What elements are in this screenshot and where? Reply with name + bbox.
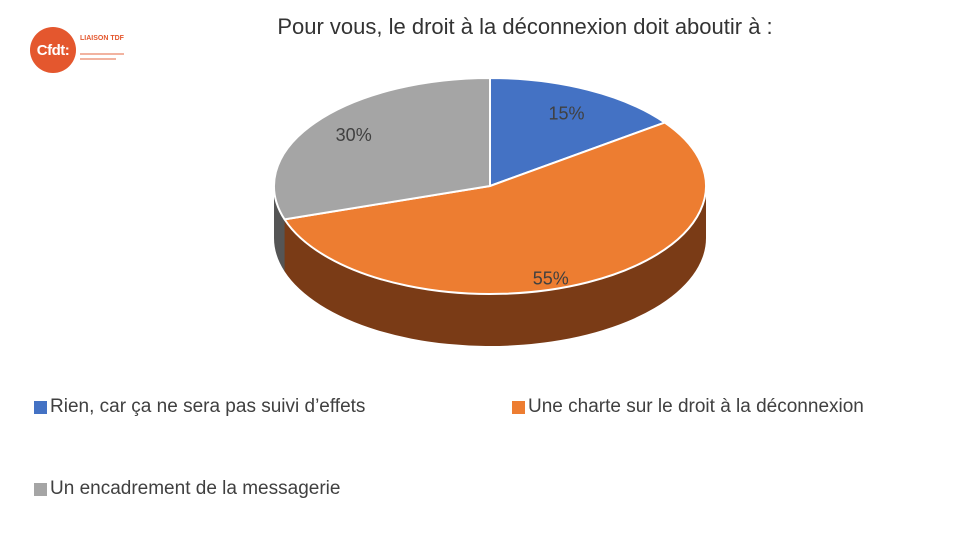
slice-side-1 bbox=[284, 186, 706, 346]
legend-swatch-0 bbox=[34, 400, 47, 414]
slice-top-2 bbox=[273, 77, 491, 221]
slice-side-2 bbox=[274, 186, 285, 272]
legend-item-1: Une charte sur le droit à la déconnexion bbox=[512, 396, 864, 418]
data-label-1: 55% bbox=[533, 268, 569, 288]
slice-top-0 bbox=[489, 77, 666, 187]
legend-item-0: Rien, car ça ne sera pas suivi d’effets bbox=[34, 396, 365, 418]
chart-title: Pour vous, le droit à la déconnexion doi… bbox=[277, 14, 773, 39]
logo-decor-line bbox=[80, 53, 124, 55]
legend-swatch-2 bbox=[34, 482, 47, 496]
legend-item-2: Un encadrement de la messagerie bbox=[34, 478, 340, 500]
data-label-0: 15% bbox=[548, 104, 584, 124]
logo-decor-line bbox=[80, 58, 116, 60]
logo-tagline: LIAISON TDF bbox=[80, 35, 124, 42]
logo-mark: Cfdt: bbox=[30, 27, 76, 73]
logo-mark-text: Cfdt: bbox=[36, 41, 70, 59]
legend-label-2: Un encadrement de la messagerie bbox=[50, 478, 341, 499]
legend-label-1: Une charte sur le droit à la déconnexion bbox=[528, 396, 864, 417]
legend-label-0: Rien, car ça ne sera pas suivi d’effets bbox=[50, 396, 366, 417]
data-label-2: 30% bbox=[336, 125, 372, 145]
slice-top-1 bbox=[283, 121, 707, 295]
cfdt-logo: Cfdt: LIAISON TDF bbox=[30, 27, 140, 75]
legend-swatch-1 bbox=[512, 400, 525, 414]
